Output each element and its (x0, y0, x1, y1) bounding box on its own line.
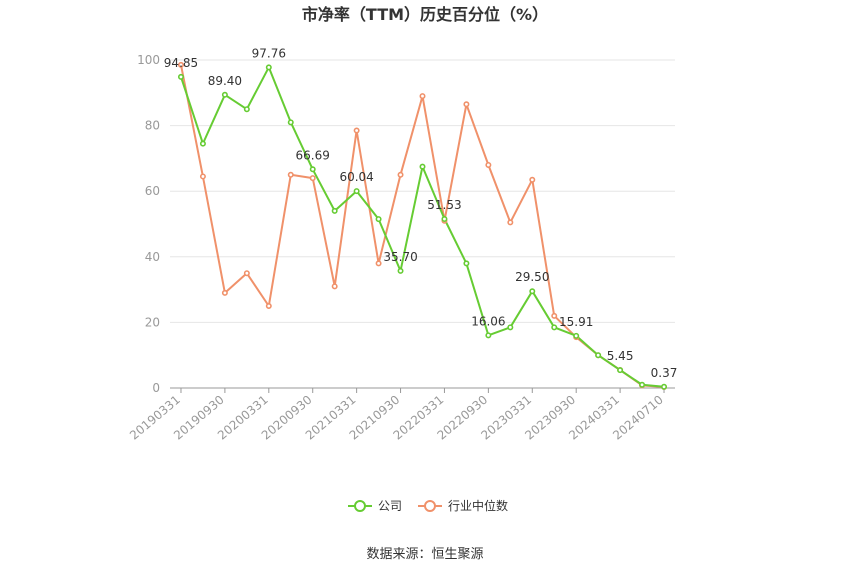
series-line-0 (180, 66, 665, 388)
data-point (265, 302, 272, 309)
chart-title: 市净率（TTM）历史百分位（%） (302, 5, 548, 24)
data-point (221, 289, 228, 296)
data-label: 94.85 (164, 56, 198, 70)
data-label: 51.53 (427, 198, 461, 212)
data-point (243, 270, 250, 277)
data-point (309, 175, 316, 182)
y-tick-label: 20 (145, 315, 160, 329)
data-point (595, 352, 602, 359)
legend-marker (424, 500, 436, 512)
data-label: 15.91 (559, 315, 593, 329)
x-axis: 2019033120190930202003312020093020210331… (127, 387, 675, 443)
data-point (507, 324, 514, 331)
data-point (375, 216, 382, 223)
data-point (177, 73, 184, 80)
data-label: 97.76 (252, 46, 286, 60)
data-point (243, 106, 250, 113)
data-point (617, 367, 624, 374)
data-label: 29.50 (515, 270, 549, 284)
series-points (177, 61, 668, 391)
data-point (199, 140, 206, 147)
data-point (397, 171, 404, 178)
data-point (551, 312, 558, 319)
data-point (463, 260, 470, 267)
data-point (331, 283, 338, 290)
data-label: 16.06 (471, 314, 505, 328)
data-point (485, 161, 492, 168)
data-point (375, 260, 382, 267)
data-point (265, 64, 272, 71)
data-label: 0.37 (651, 366, 678, 380)
legend-label: 行业中位数 (448, 498, 508, 513)
data-point (221, 91, 228, 98)
data-label: 5.45 (607, 349, 634, 363)
data-point (309, 166, 316, 173)
data-point (199, 173, 206, 180)
data-point (353, 127, 360, 134)
data-point (177, 61, 184, 68)
data-label: 66.69 (296, 148, 330, 162)
data-point (441, 215, 448, 222)
data-label: 60.04 (339, 170, 373, 184)
legend: 公司 行业中位数 (348, 498, 508, 513)
y-axis: 0 20 40 60 80 100 (137, 53, 160, 395)
y-tick-label: 100 (137, 53, 160, 67)
series-line-1 (180, 64, 665, 388)
data-point (529, 288, 536, 295)
data-label: 89.40 (208, 74, 242, 88)
legend-marker (354, 500, 366, 512)
data-point (661, 383, 668, 390)
data-point (397, 267, 404, 274)
data-point (331, 207, 338, 214)
y-tick-label: 40 (145, 250, 160, 264)
data-point (551, 324, 558, 331)
data-point (529, 176, 536, 183)
data-point (419, 163, 426, 170)
y-tick-label: 60 (145, 184, 160, 198)
data-point (639, 381, 646, 388)
data-source: 数据来源：恒生聚源 (366, 547, 483, 562)
data-labels: 94.85 89.40 97.76 66.69 60.04 35.70 51.53 16.06… (164, 46, 678, 379)
data-label: 35.70 (383, 250, 417, 264)
data-point (573, 332, 580, 339)
data-point (507, 219, 514, 226)
legend-label: 公司 (378, 499, 402, 513)
data-point (463, 101, 470, 108)
grid (170, 59, 675, 323)
y-tick-label: 80 (145, 119, 160, 133)
data-point (353, 188, 360, 195)
series-lines (180, 64, 665, 388)
data-point (287, 119, 294, 126)
data-point (485, 332, 492, 339)
data-point (287, 171, 294, 178)
y-tick-label: 0 (152, 381, 160, 395)
data-point (419, 93, 426, 100)
